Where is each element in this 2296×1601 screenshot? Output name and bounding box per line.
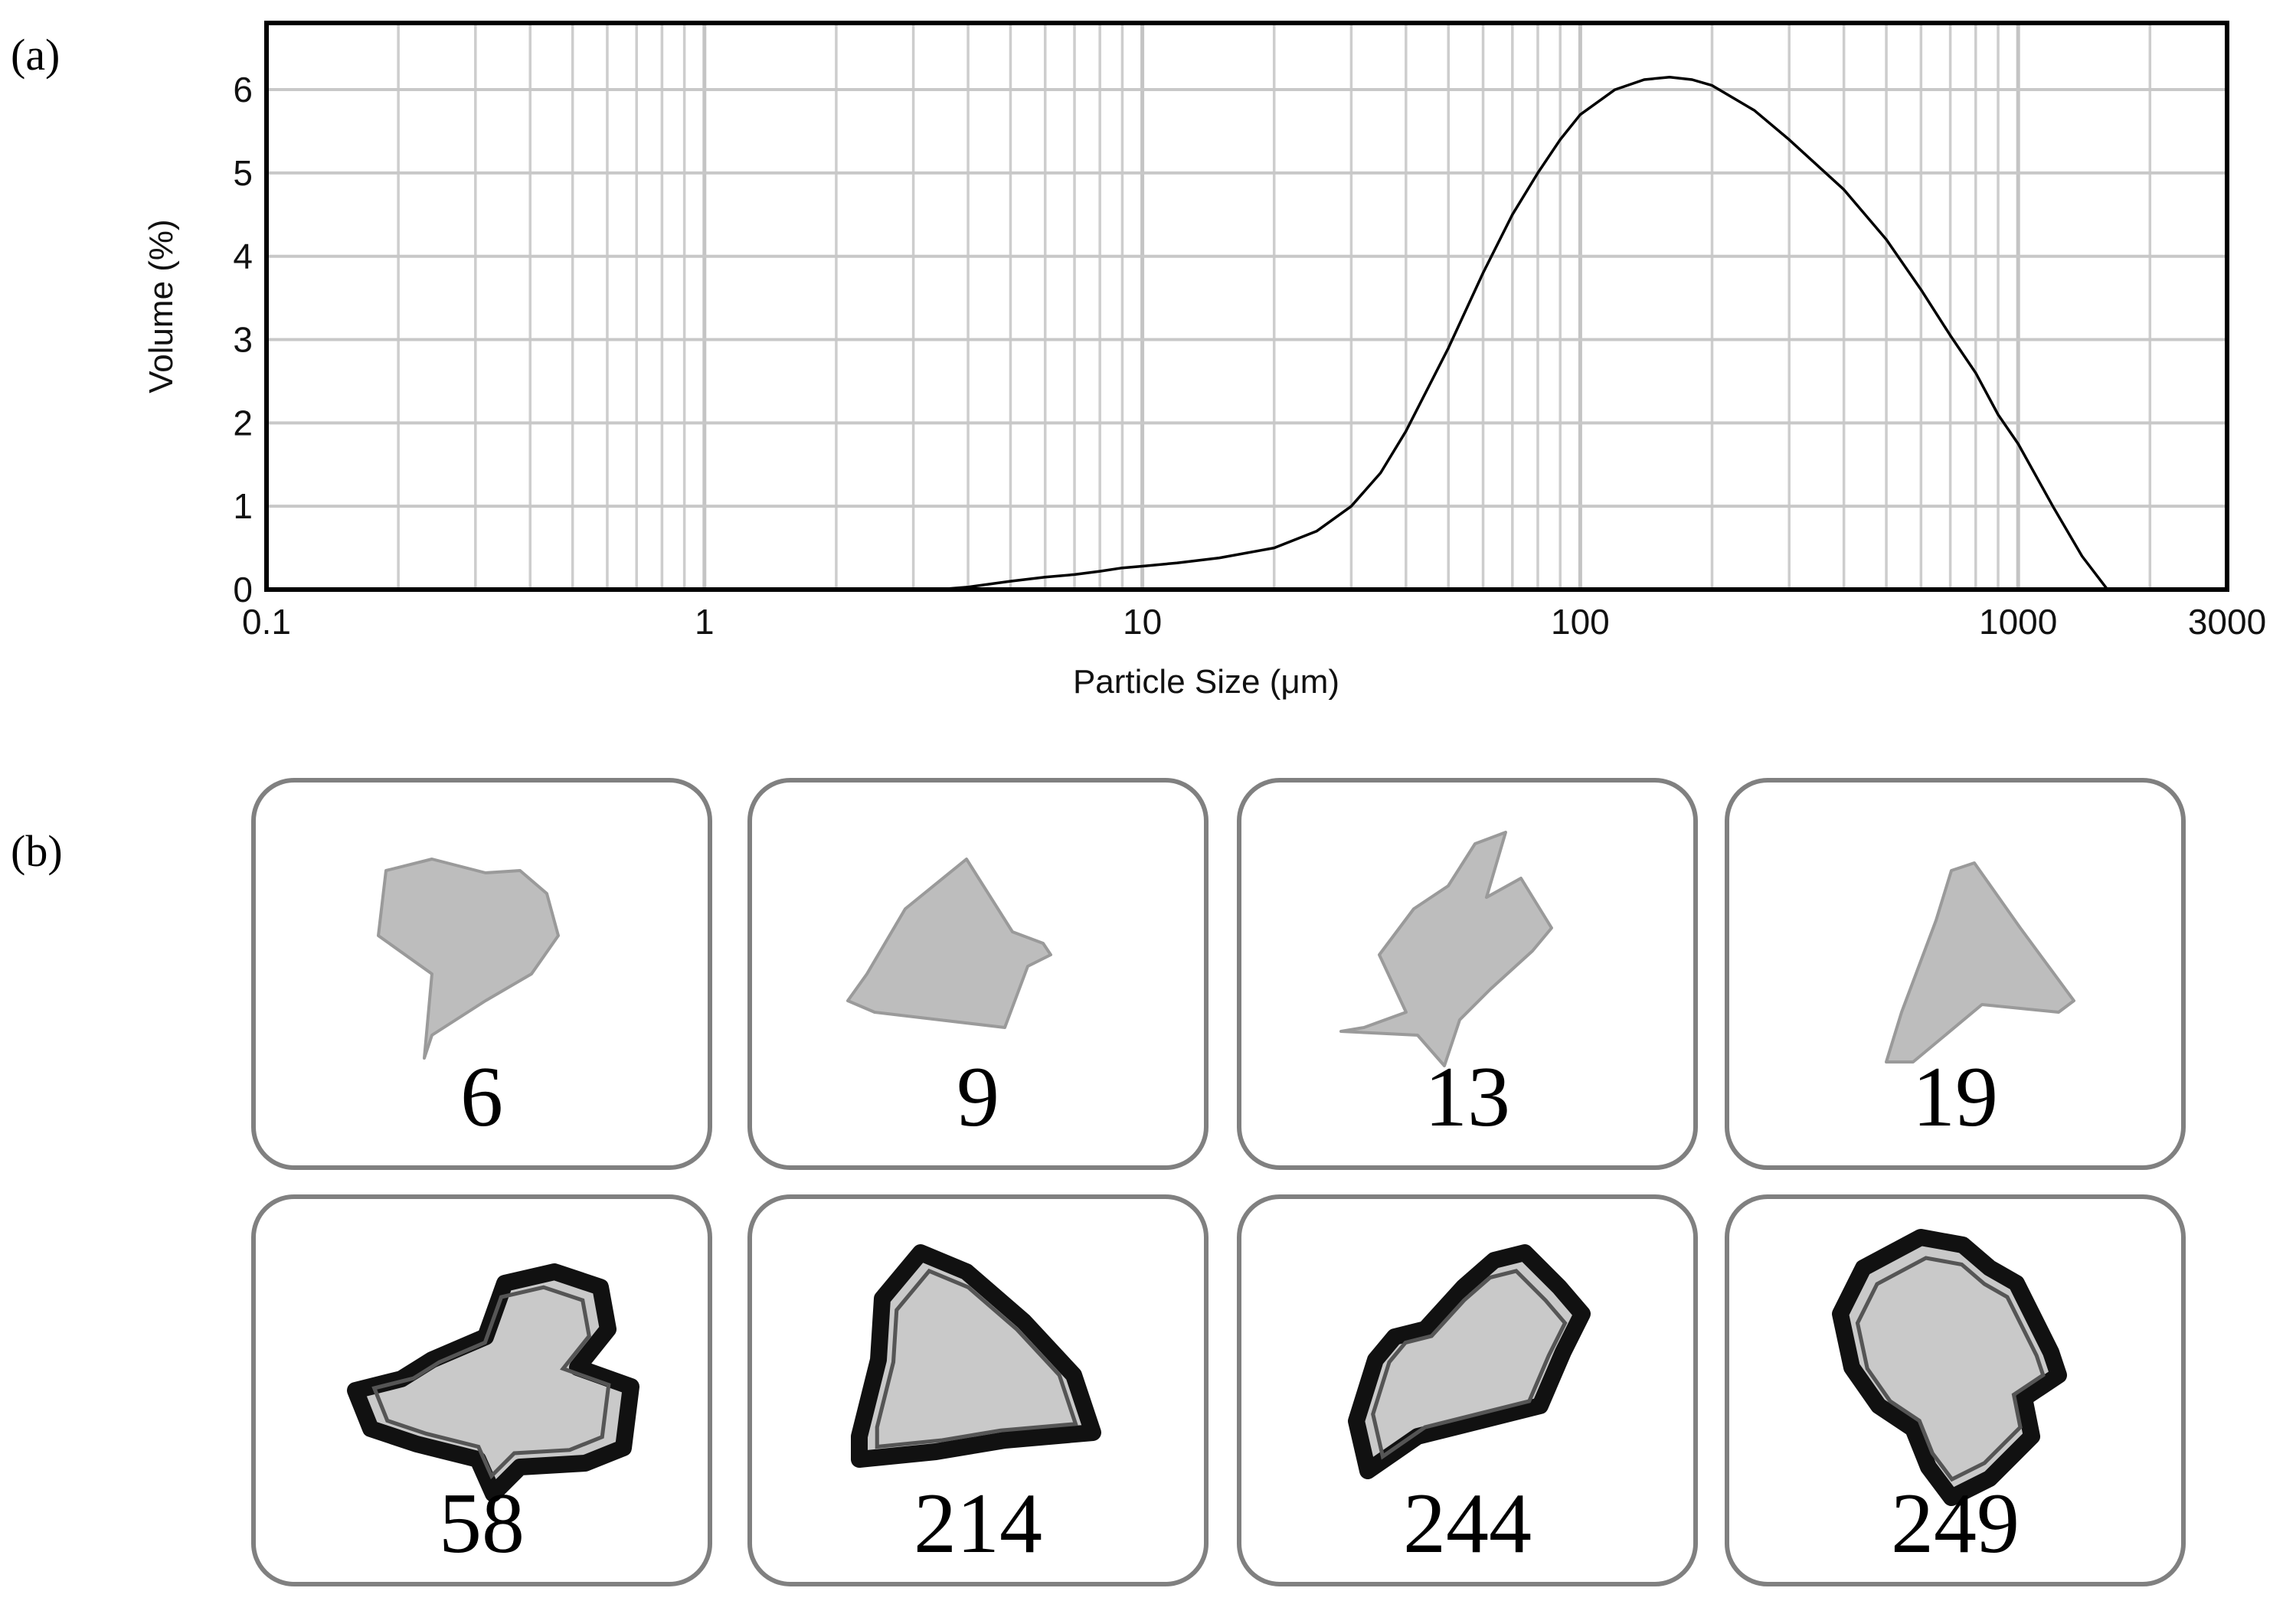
y-tick-label: 6 [233, 70, 253, 109]
y-axis-label: Volume (%) [142, 219, 180, 393]
particle-tile: 249 [1725, 1194, 2186, 1586]
x-tick-label: 3000 [2188, 602, 2266, 642]
particle-silhouette [1348, 1244, 1591, 1479]
panel-a-label: (a) [11, 30, 61, 80]
particle-silhouette [1339, 831, 1553, 1067]
x-tick-label: 100 [1551, 602, 1610, 642]
particle-size-chart: 0.1 1 10 100 1000 3000 0 1 2 3 4 5 6 Particle Size … [142, 21, 2266, 701]
particle-size-label: 13 [1424, 1050, 1510, 1145]
x-tick-label: 1 [695, 602, 715, 642]
panel-b-label: (b) [11, 826, 63, 876]
particle-size-label: 9 [957, 1050, 999, 1145]
particle-tile: 214 [747, 1194, 1209, 1586]
particle-silhouette [846, 858, 1052, 1029]
particle-size-label: 244 [1403, 1476, 1532, 1571]
y-tick-label: 5 [233, 153, 253, 193]
x-tick-label: 10 [1123, 602, 1162, 642]
x-axis-ticks: 0.1 1 10 100 1000 3000 [242, 602, 2266, 642]
particle-size-label: 19 [1912, 1050, 1998, 1145]
particle-tile: 19 [1725, 778, 2186, 1170]
particle-silhouette [347, 1263, 639, 1502]
chart-grid [267, 23, 2227, 590]
y-axis-ticks: 0 1 2 3 4 5 6 [233, 70, 253, 609]
particle-tile: 9 [747, 778, 1209, 1170]
particle-tile: 244 [1237, 1194, 1698, 1586]
particle-image [1339, 831, 1553, 1067]
y-tick-label: 4 [233, 237, 253, 276]
particle-tile: 13 [1237, 778, 1698, 1170]
particle-image [846, 858, 1052, 1029]
particle-size-label: 6 [460, 1050, 503, 1145]
x-axis-label: Particle Size (μm) [1073, 663, 1339, 701]
particle-image [347, 1263, 639, 1502]
particle-silhouette [1832, 1229, 2067, 1506]
x-tick-label: 0.1 [242, 602, 291, 642]
particle-image [1885, 861, 2075, 1064]
particle-silhouette [1885, 861, 2075, 1064]
particle-image [851, 1244, 1101, 1468]
particle-image [1348, 1244, 1591, 1479]
y-tick-label: 1 [233, 486, 253, 526]
particle-size-label: 58 [439, 1476, 525, 1571]
volume-curve-series [937, 75, 2109, 591]
particle-tile: 58 [251, 1194, 712, 1586]
particle-tile: 6 [251, 778, 712, 1170]
particle-image [1832, 1229, 2067, 1506]
particle-inner-edge [371, 1285, 611, 1480]
x-tick-label: 1000 [1979, 602, 2057, 642]
particle-size-label: 249 [1891, 1476, 2020, 1571]
particle-inner-edge [1371, 1269, 1568, 1460]
y-tick-label: 0 [233, 570, 253, 609]
particle-silhouette [851, 1244, 1101, 1468]
particle-image [377, 858, 560, 1060]
particle-size-label: 214 [914, 1476, 1042, 1571]
particle-silhouette [377, 858, 560, 1060]
particle-inner-edge [1855, 1256, 2046, 1482]
plot-frame [264, 21, 2229, 592]
y-tick-label: 2 [233, 403, 253, 443]
particle-inner-edge [875, 1268, 1078, 1449]
y-tick-label: 3 [233, 320, 253, 360]
